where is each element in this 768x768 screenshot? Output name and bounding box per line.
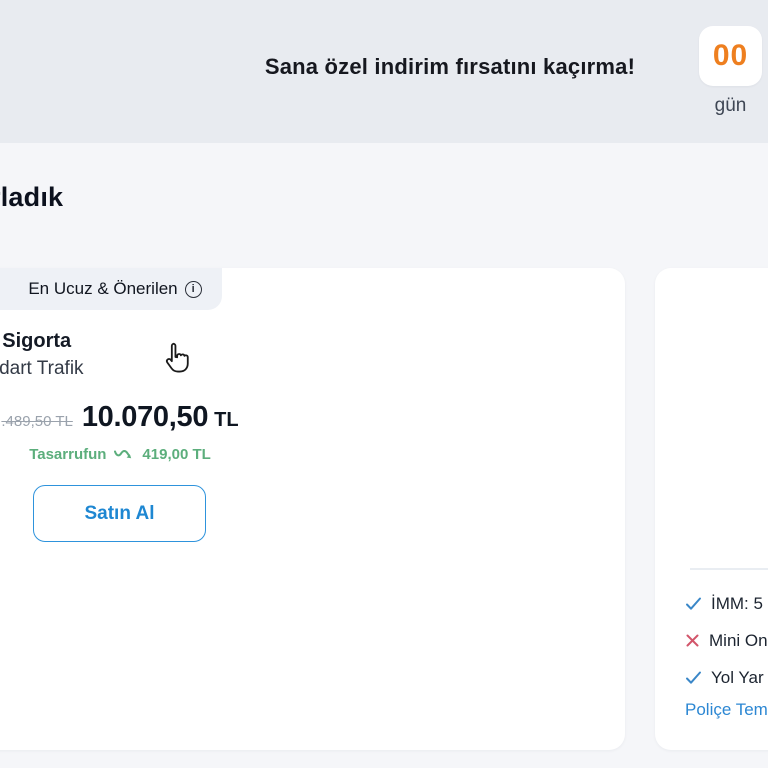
- price-row: .489,50 TL 10.070,50 TL: [0, 401, 280, 437]
- savings-label: Tasarrufun: [29, 445, 107, 463]
- offer-card: En Ucuz & Önerilen Axa Sigorta Standart …: [0, 268, 625, 750]
- feature-imm: İMM: 5: [685, 592, 768, 615]
- insurer-name: Axa Sigorta: [0, 330, 72, 352]
- countdown-days-value: 00: [712, 39, 749, 72]
- old-price: .489,50 TL: [1, 413, 73, 430]
- policy-coverages-link[interactable]: Poliçe Tem: [685, 700, 768, 719]
- info-icon[interactable]: [184, 280, 202, 298]
- cross-icon: [685, 633, 700, 648]
- promo-message: Sana özel indirim fırsatını kaçırma!: [264, 54, 636, 79]
- promo-banner: Sana özel indirim fırsatını kaçırma! 00 …: [0, 0, 768, 143]
- next-offer-card: İMM: 5 Mini On Yol Yar Poliçe Tem: [655, 268, 768, 750]
- coverage-feature-list: İMM: 5 Mini On Yol Yar: [685, 592, 768, 689]
- cheapest-recommended-badge: En Ucuz & Önerilen: [0, 268, 222, 310]
- badge-label: En Ucuz & Önerilen: [28, 279, 178, 298]
- countdown-days-box: 00: [699, 26, 762, 86]
- product-name: Standart Trafik: [0, 358, 84, 379]
- buy-button[interactable]: Satın Al: [33, 485, 206, 542]
- feature-mini-repair: Mini On: [685, 629, 768, 652]
- feature-road-assist: Yol Yar: [685, 666, 768, 689]
- price: 10.070,50: [81, 401, 209, 433]
- feature-text: İMM: 5: [711, 593, 763, 613]
- trend-down-icon: [113, 448, 135, 461]
- check-icon: [685, 670, 702, 685]
- savings-row: Tasarrufun 419,00 TL: [0, 444, 280, 464]
- page-title: rladık: [0, 182, 64, 212]
- price-currency: TL: [214, 409, 239, 431]
- buy-button-label: Satın Al: [84, 502, 155, 524]
- feature-text: Mini On: [709, 630, 768, 650]
- feature-text: Yol Yar: [711, 667, 764, 687]
- savings-value: 419,00 TL: [142, 445, 211, 463]
- check-icon: [685, 596, 702, 611]
- countdown-days-unit: gün: [714, 95, 747, 116]
- card-divider: [690, 568, 768, 570]
